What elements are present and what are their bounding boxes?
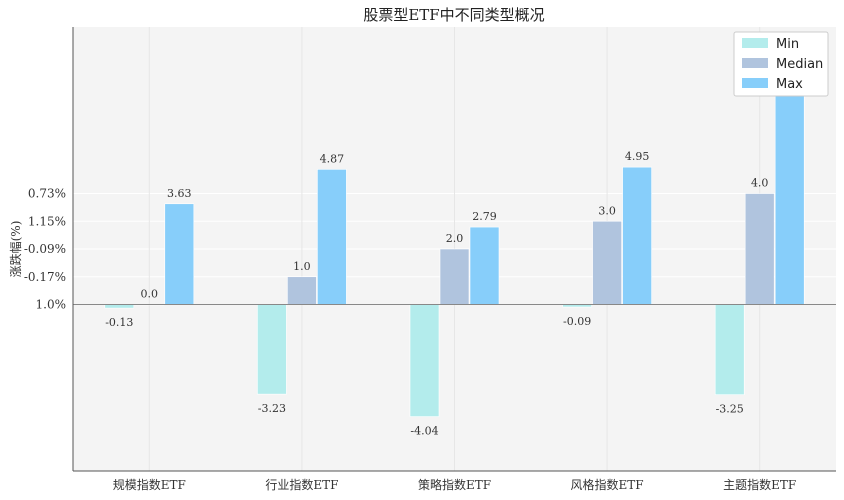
data-label: 4.95 [625, 150, 650, 163]
bar-max-0 [164, 203, 195, 305]
bar-max-2 [469, 226, 500, 305]
data-label: 3.63 [167, 187, 192, 200]
data-label: 4.87 [320, 152, 345, 165]
data-label: 0.0 [141, 288, 159, 301]
y-tick-label: 1.0% [36, 298, 67, 312]
y-tick-labels: 1.0% -0.17% -0.09% 1.15% 0.73% [24, 187, 66, 312]
data-label: -4.04 [410, 425, 438, 438]
legend-label-median: Median [776, 57, 823, 72]
bar-min-4 [714, 304, 745, 395]
data-label: -3.25 [716, 403, 744, 416]
y-tick-label: 1.15% [28, 214, 66, 228]
data-label: 2.79 [472, 210, 497, 223]
data-label: 1.0 [293, 260, 311, 273]
bar-median-4 [744, 193, 775, 305]
bar-min-2 [409, 304, 440, 417]
data-label: 4.0 [751, 177, 769, 190]
legend: Min Median Max [733, 31, 829, 97]
chart-title: 股票型ETF中不同类型概况 [363, 6, 544, 24]
data-label: 2.0 [446, 232, 464, 245]
y-tick-label: -0.09% [24, 242, 66, 256]
bar-median-3 [592, 220, 622, 305]
x-tick-label: 主题指数ETF [723, 477, 796, 492]
legend-label-min: Min [776, 37, 799, 52]
bar-max-4 [774, 76, 805, 305]
x-tick-labels: 规模指数ETF 行业指数ETF 策略指数ETF 风格指数ETF 主题指数ETF [113, 477, 796, 492]
bar-max-1 [317, 169, 347, 305]
bar-min-0 [104, 304, 135, 309]
bar-max-3 [622, 166, 652, 305]
x-tick-label: 规模指数ETF [113, 477, 186, 492]
legend-swatch-median [742, 58, 768, 68]
legend-swatch-max [742, 78, 768, 88]
bar-min-1 [257, 304, 287, 395]
legend-label-max: Max [776, 77, 803, 92]
bar-median-2 [439, 248, 470, 305]
y-tick-label: -0.17% [24, 270, 66, 284]
data-label: -0.13 [105, 316, 133, 329]
legend-swatch-min [742, 38, 768, 48]
data-label: 3.0 [598, 204, 616, 217]
y-axis-label: 涨跌幅(%) [8, 221, 23, 278]
x-tick-label: 策略指数ETF [418, 477, 491, 492]
x-tick-label: 行业指数ETF [265, 477, 338, 492]
y-tick-label: 0.73% [28, 187, 66, 201]
data-label: -3.23 [258, 402, 286, 415]
data-labels: -0.13 -3.23 -4.04 -0.09 -3.25 0.0 1.0 2.0 3.0 4.0… [105, 150, 768, 437]
x-tick-label: 风格指数ETF [571, 477, 644, 492]
bar-median-1 [287, 276, 317, 305]
data-label: -0.09 [563, 315, 591, 328]
